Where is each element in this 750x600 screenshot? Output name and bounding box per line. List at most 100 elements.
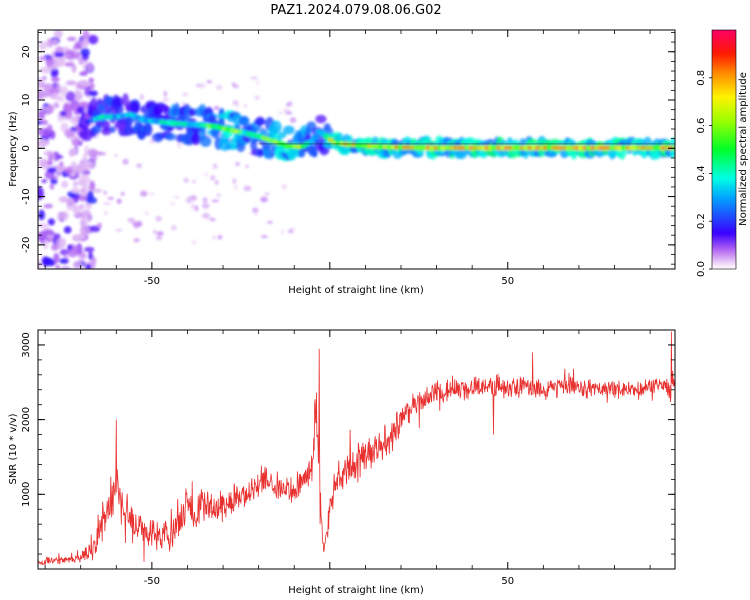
snr-y-axis-label: SNR (10 * v/v) bbox=[8, 413, 19, 484]
spectrogram-cell bbox=[266, 221, 273, 224]
spectrogram-cell bbox=[210, 175, 216, 181]
spectrogram-cell bbox=[47, 160, 53, 165]
spectrogram-cell bbox=[38, 139, 49, 147]
spectrogram-cell bbox=[86, 95, 92, 100]
spectrogram-cell bbox=[139, 93, 144, 101]
spectrogram-cell bbox=[96, 222, 103, 229]
spectrogram-cell bbox=[191, 203, 195, 210]
spectrogram-cell bbox=[250, 139, 258, 151]
snr-background bbox=[38, 330, 675, 569]
colorbar-tick-label: 0.2 bbox=[696, 213, 707, 229]
spectrogram-cell bbox=[280, 230, 285, 234]
spectrogram-cell bbox=[43, 127, 49, 139]
spectrogram-ticks: -50 50 -20 -10 0 10 20 bbox=[21, 30, 675, 287]
spectrogram-cell bbox=[315, 114, 327, 124]
spectrogram-cell bbox=[88, 90, 98, 97]
spectrogram-cell bbox=[80, 158, 89, 162]
spectrogram-cell bbox=[212, 235, 216, 240]
spectrogram-cell bbox=[311, 134, 319, 140]
spectrogram-cell bbox=[89, 180, 96, 191]
spectrogram-cell bbox=[192, 180, 196, 183]
y-tick-label: 10 bbox=[21, 94, 32, 107]
spectrogram-cell bbox=[68, 148, 76, 157]
spectrogram-cell bbox=[139, 190, 148, 197]
spectrogram-cell bbox=[57, 211, 62, 222]
snr-ticks: -50 50 1000 2000 3000 bbox=[21, 329, 675, 587]
spectrogram-cell bbox=[64, 49, 76, 60]
spectrogram-cell bbox=[235, 102, 240, 108]
spectrogram-cell bbox=[164, 133, 177, 141]
spectrogram-cell bbox=[254, 211, 258, 217]
spectrogram-cell bbox=[61, 211, 69, 220]
spectrogram-cell bbox=[311, 150, 318, 158]
spectrogram-cell bbox=[53, 102, 60, 109]
spectrogram-cell bbox=[156, 231, 164, 236]
spectrogram-cell bbox=[53, 175, 59, 180]
spectrogram-cell bbox=[238, 115, 250, 126]
spectrogram-cell bbox=[194, 205, 199, 212]
spectrogram-blobs bbox=[38, 30, 675, 269]
spectrogram-cell bbox=[254, 95, 260, 101]
spectrogram-cell bbox=[133, 238, 140, 243]
spectrogram-x-axis-label: Height of straight line (km) bbox=[288, 285, 424, 296]
spectrogram-cell bbox=[115, 229, 123, 232]
spectrogram-cell bbox=[72, 180, 78, 188]
spectrogram-cell bbox=[46, 167, 57, 174]
y-tick-label: -20 bbox=[21, 237, 32, 253]
spectrogram-cell bbox=[43, 88, 51, 98]
spectrogram-cell bbox=[38, 223, 49, 228]
spectrogram-cell bbox=[75, 181, 87, 186]
spectrogram-cell bbox=[211, 199, 220, 203]
spectrogram-cell bbox=[254, 118, 266, 125]
spectrogram-y-axis-label: Frequency (Hz) bbox=[8, 111, 19, 187]
spectrogram-cell bbox=[41, 179, 48, 184]
spectrogram-cell bbox=[64, 167, 74, 174]
spectrogram-cell bbox=[155, 235, 163, 241]
y-tick-label: 3000 bbox=[21, 332, 32, 357]
spectrogram-cell bbox=[182, 92, 189, 97]
spectrogram-cell bbox=[232, 84, 240, 89]
spectrogram-cell bbox=[215, 84, 223, 91]
spectrogram-cell bbox=[38, 78, 45, 83]
spectrogram-cell bbox=[66, 104, 73, 115]
spectrogram-cell bbox=[65, 80, 77, 86]
spectrogram-cell bbox=[51, 76, 60, 83]
colorbar-label: Normalized spectral amplitude bbox=[738, 72, 749, 226]
spectrogram-cell bbox=[38, 209, 45, 221]
spectrogram-cell bbox=[46, 124, 53, 133]
spectrogram-cell bbox=[47, 218, 55, 226]
colorbar-frame bbox=[711, 29, 737, 270]
spectrogram-cell bbox=[191, 240, 197, 245]
spectrogram-cell bbox=[46, 38, 54, 48]
spectrogram-cell bbox=[74, 234, 85, 240]
spectrogram-cell bbox=[171, 224, 177, 231]
spectrogram-cell bbox=[59, 258, 69, 264]
colorbar-ticks: 0.0 0.2 0.4 0.6 0.8 bbox=[696, 70, 712, 277]
spectrogram-cell bbox=[53, 30, 63, 40]
spectrogram-cell bbox=[176, 142, 182, 149]
spectrogram-cell bbox=[103, 210, 108, 216]
spectrogram-cell bbox=[243, 185, 252, 192]
spectrogram-cell bbox=[59, 85, 69, 96]
spectrogram-cell bbox=[190, 133, 202, 145]
spectrogram-cell bbox=[133, 222, 139, 229]
spectrogram-cell bbox=[38, 260, 42, 269]
spectrogram-heatmap bbox=[38, 30, 675, 269]
spectrogram-cell bbox=[56, 83, 61, 90]
colorbar-ramp bbox=[712, 30, 736, 269]
spectrogram-cell bbox=[109, 126, 116, 133]
snr-series-line bbox=[38, 331, 675, 566]
spectrogram-cell bbox=[55, 264, 61, 269]
snr-x-axis-label: Height of straight line (km) bbox=[288, 585, 424, 596]
spectrogram-cell bbox=[64, 129, 75, 138]
spectrogram-cell bbox=[199, 135, 212, 147]
spectrogram-cell bbox=[86, 62, 94, 72]
spectrogram-cell bbox=[130, 101, 140, 115]
spectrogram-frame bbox=[37, 29, 676, 270]
spectrogram-cell bbox=[80, 209, 92, 220]
spectrogram-cell bbox=[202, 197, 208, 204]
spectrogram-cell bbox=[288, 227, 296, 231]
spectrogram-cell bbox=[252, 207, 259, 214]
colorbar-tick-label: 0.0 bbox=[696, 261, 707, 277]
spectrogram-cell bbox=[55, 46, 64, 53]
